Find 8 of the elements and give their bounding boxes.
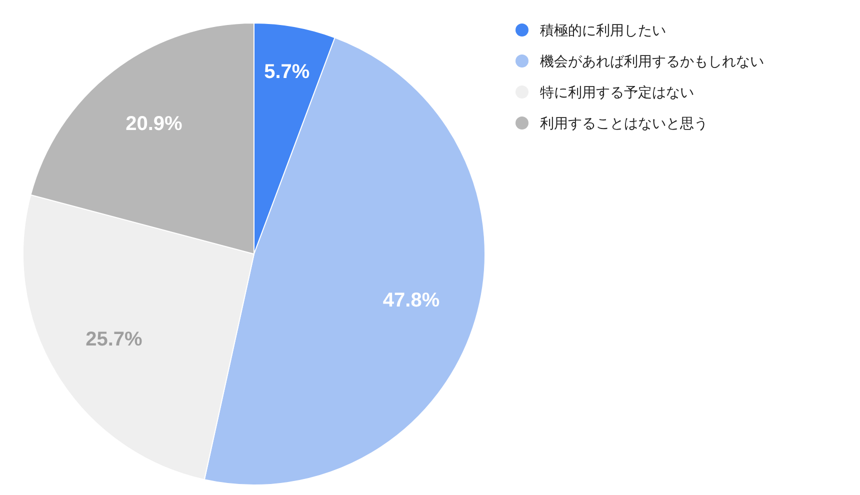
- data-label: 25.7%: [86, 328, 143, 350]
- legend-label: 特に利用する予定はない: [540, 84, 694, 100]
- data-label: 20.9%: [126, 113, 183, 136]
- legend-label: 機会があれば利用するかもしれない: [540, 53, 764, 69]
- legend-label: 積極的に利用したい: [540, 22, 666, 38]
- legend-label: 利用することはないと思う: [540, 115, 708, 131]
- data-label: 47.8%: [382, 289, 440, 312]
- data-label: 5.7%: [264, 61, 310, 84]
